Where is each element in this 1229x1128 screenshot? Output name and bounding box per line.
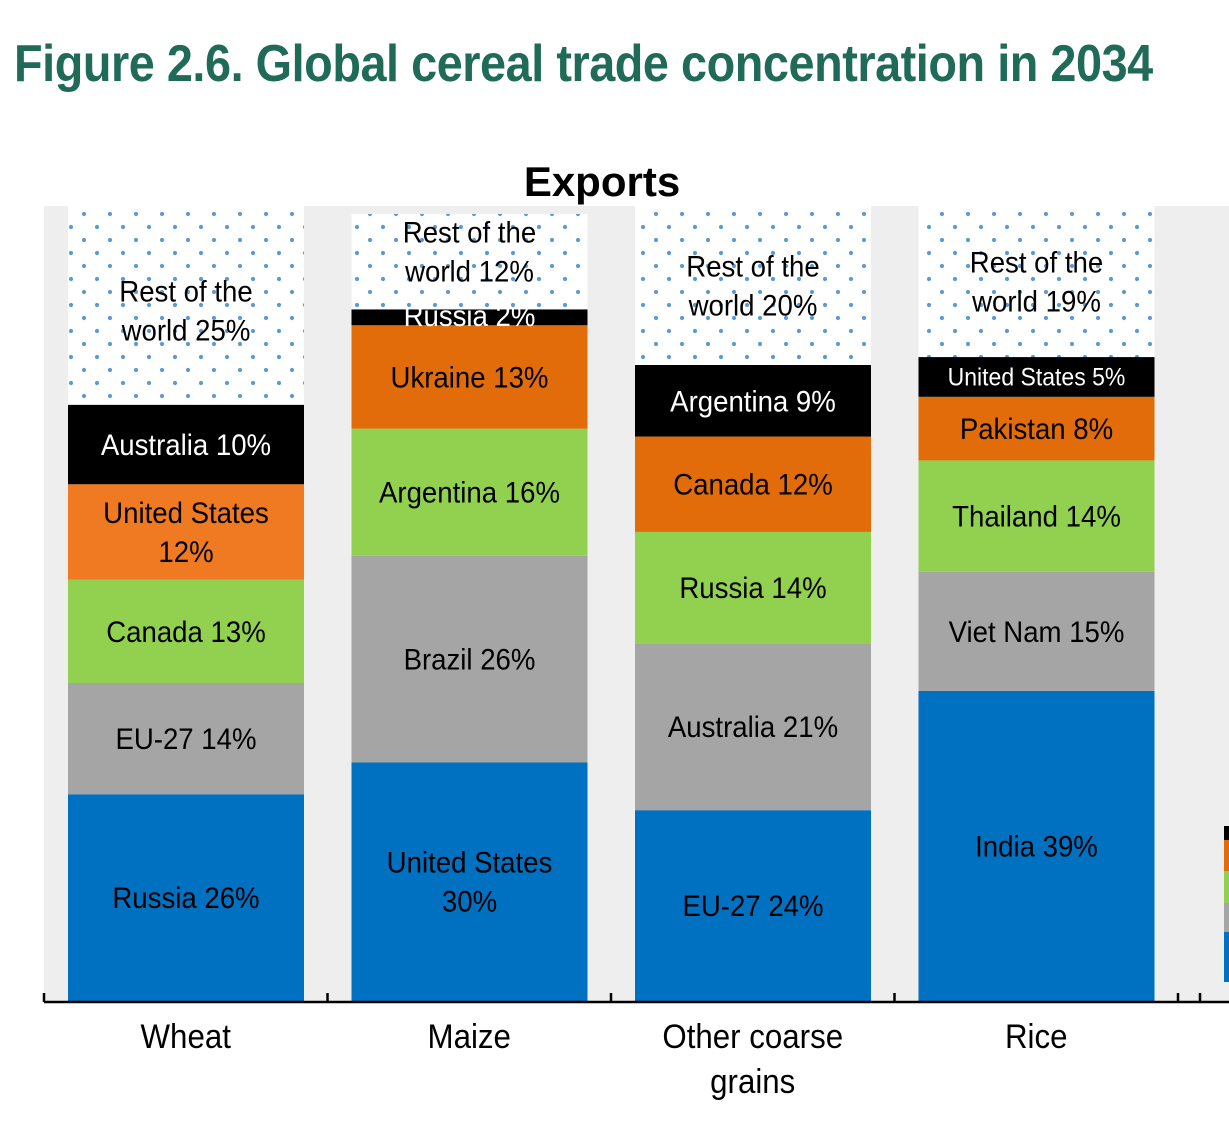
x-axis: Wheat Maize Other coarse grains Rice xyxy=(42,993,1229,1101)
data-label: EU-27 24% xyxy=(682,890,823,923)
partial-bar-segment xyxy=(1224,826,1229,840)
bar-segment-canada xyxy=(68,579,304,683)
data-label: Russia 14% xyxy=(679,572,826,605)
bar-segment-rest-of-the-world xyxy=(68,206,304,405)
bar-segment-pakistan xyxy=(918,396,1155,461)
x-tick-label: Wheat xyxy=(141,1017,231,1056)
bar-segment-canada xyxy=(635,436,871,532)
data-label: EU-27 14% xyxy=(115,723,256,756)
data-label: Canada 12% xyxy=(673,469,833,502)
bar-stack-wheat: Russia 26% EU-27 14% Canada 13% United Stat… xyxy=(68,206,304,1001)
data-label: Rest of the world 25% xyxy=(119,275,252,347)
data-label: Rest of the world 19% xyxy=(970,247,1103,319)
bar-segment-india xyxy=(918,690,1155,1001)
data-label: India 39% xyxy=(975,830,1098,863)
bar-segment-united-states xyxy=(918,357,1155,397)
bar-stack-maize: United States 30% Brazil 26% Argentina 16% U… xyxy=(351,213,588,1001)
bar-segment-rest-of-the-world xyxy=(635,206,871,365)
data-label: Viet Nam 15% xyxy=(949,616,1125,649)
data-label: Australia 21% xyxy=(668,711,838,744)
bar-segment-rest-of-the-world xyxy=(351,213,588,310)
x-tick-label: Maize xyxy=(428,1017,511,1056)
data-label: Rest of the world 20% xyxy=(686,250,819,322)
data-label: Brazil 26% xyxy=(404,644,536,677)
data-label: Rest of the world 12% xyxy=(403,217,536,289)
partial-bar-segment xyxy=(1224,871,1229,903)
data-label: Pakistan 8% xyxy=(960,413,1113,446)
data-label: United States 5% xyxy=(948,364,1126,392)
bar-segment-eu-27 xyxy=(635,810,871,1001)
data-label: United States 12% xyxy=(103,497,269,569)
partial-bar-segment xyxy=(1224,932,1229,982)
partial-bar-segment xyxy=(1224,840,1229,871)
bar-segment-argentina xyxy=(351,428,588,556)
x-tick-label: Rice xyxy=(1005,1017,1068,1056)
bar-stack-other-coarse-grains: EU-27 24% Australia 21% Russia 14% Canada 1… xyxy=(635,206,871,1001)
data-label: United States 30% xyxy=(387,847,553,919)
bar-segment-united-states xyxy=(68,484,304,580)
bar-segment-russia xyxy=(351,309,588,326)
bars-group: Russia 26% EU-27 14% Canada 13% United Stat… xyxy=(44,206,1229,1001)
data-label: Ukraine 13% xyxy=(391,361,549,394)
bar-segment-united-states xyxy=(351,762,588,1001)
bar-segment-ukraine xyxy=(351,325,588,429)
bar-segment-russia xyxy=(635,531,871,644)
bar-segment-brazil xyxy=(351,555,588,763)
bar-segment-australia xyxy=(635,643,871,811)
data-label: Australia 10% xyxy=(101,429,271,462)
x-tick-label: Other coarse grains xyxy=(662,1017,843,1101)
data-label: Canada 13% xyxy=(106,616,266,649)
data-label: Argentina 9% xyxy=(670,385,836,418)
partial-bar-segment xyxy=(1224,903,1229,932)
chart-title: Exports xyxy=(524,158,680,205)
bar-segment-viet-nam xyxy=(918,571,1155,691)
bar-segment-rest-of-the-world xyxy=(918,206,1155,358)
bar-segment-australia xyxy=(68,404,304,485)
bar-segment-russia xyxy=(68,794,304,1001)
panel-background xyxy=(1178,206,1229,1001)
bar-segment-eu-27 xyxy=(68,683,304,795)
data-label: Argentina 16% xyxy=(379,477,560,510)
data-label: Thailand 14% xyxy=(952,501,1121,534)
figure-title: Figure 2.6. Global cereal trade concentr… xyxy=(14,35,1153,93)
bar-stack-rice: India 39% Viet Nam 15% Thailand 14% Pakista… xyxy=(918,206,1155,1001)
bar-segment-argentina xyxy=(635,365,871,437)
bar-segment-thailand xyxy=(918,460,1155,572)
data-label: Russia 26% xyxy=(112,882,259,915)
